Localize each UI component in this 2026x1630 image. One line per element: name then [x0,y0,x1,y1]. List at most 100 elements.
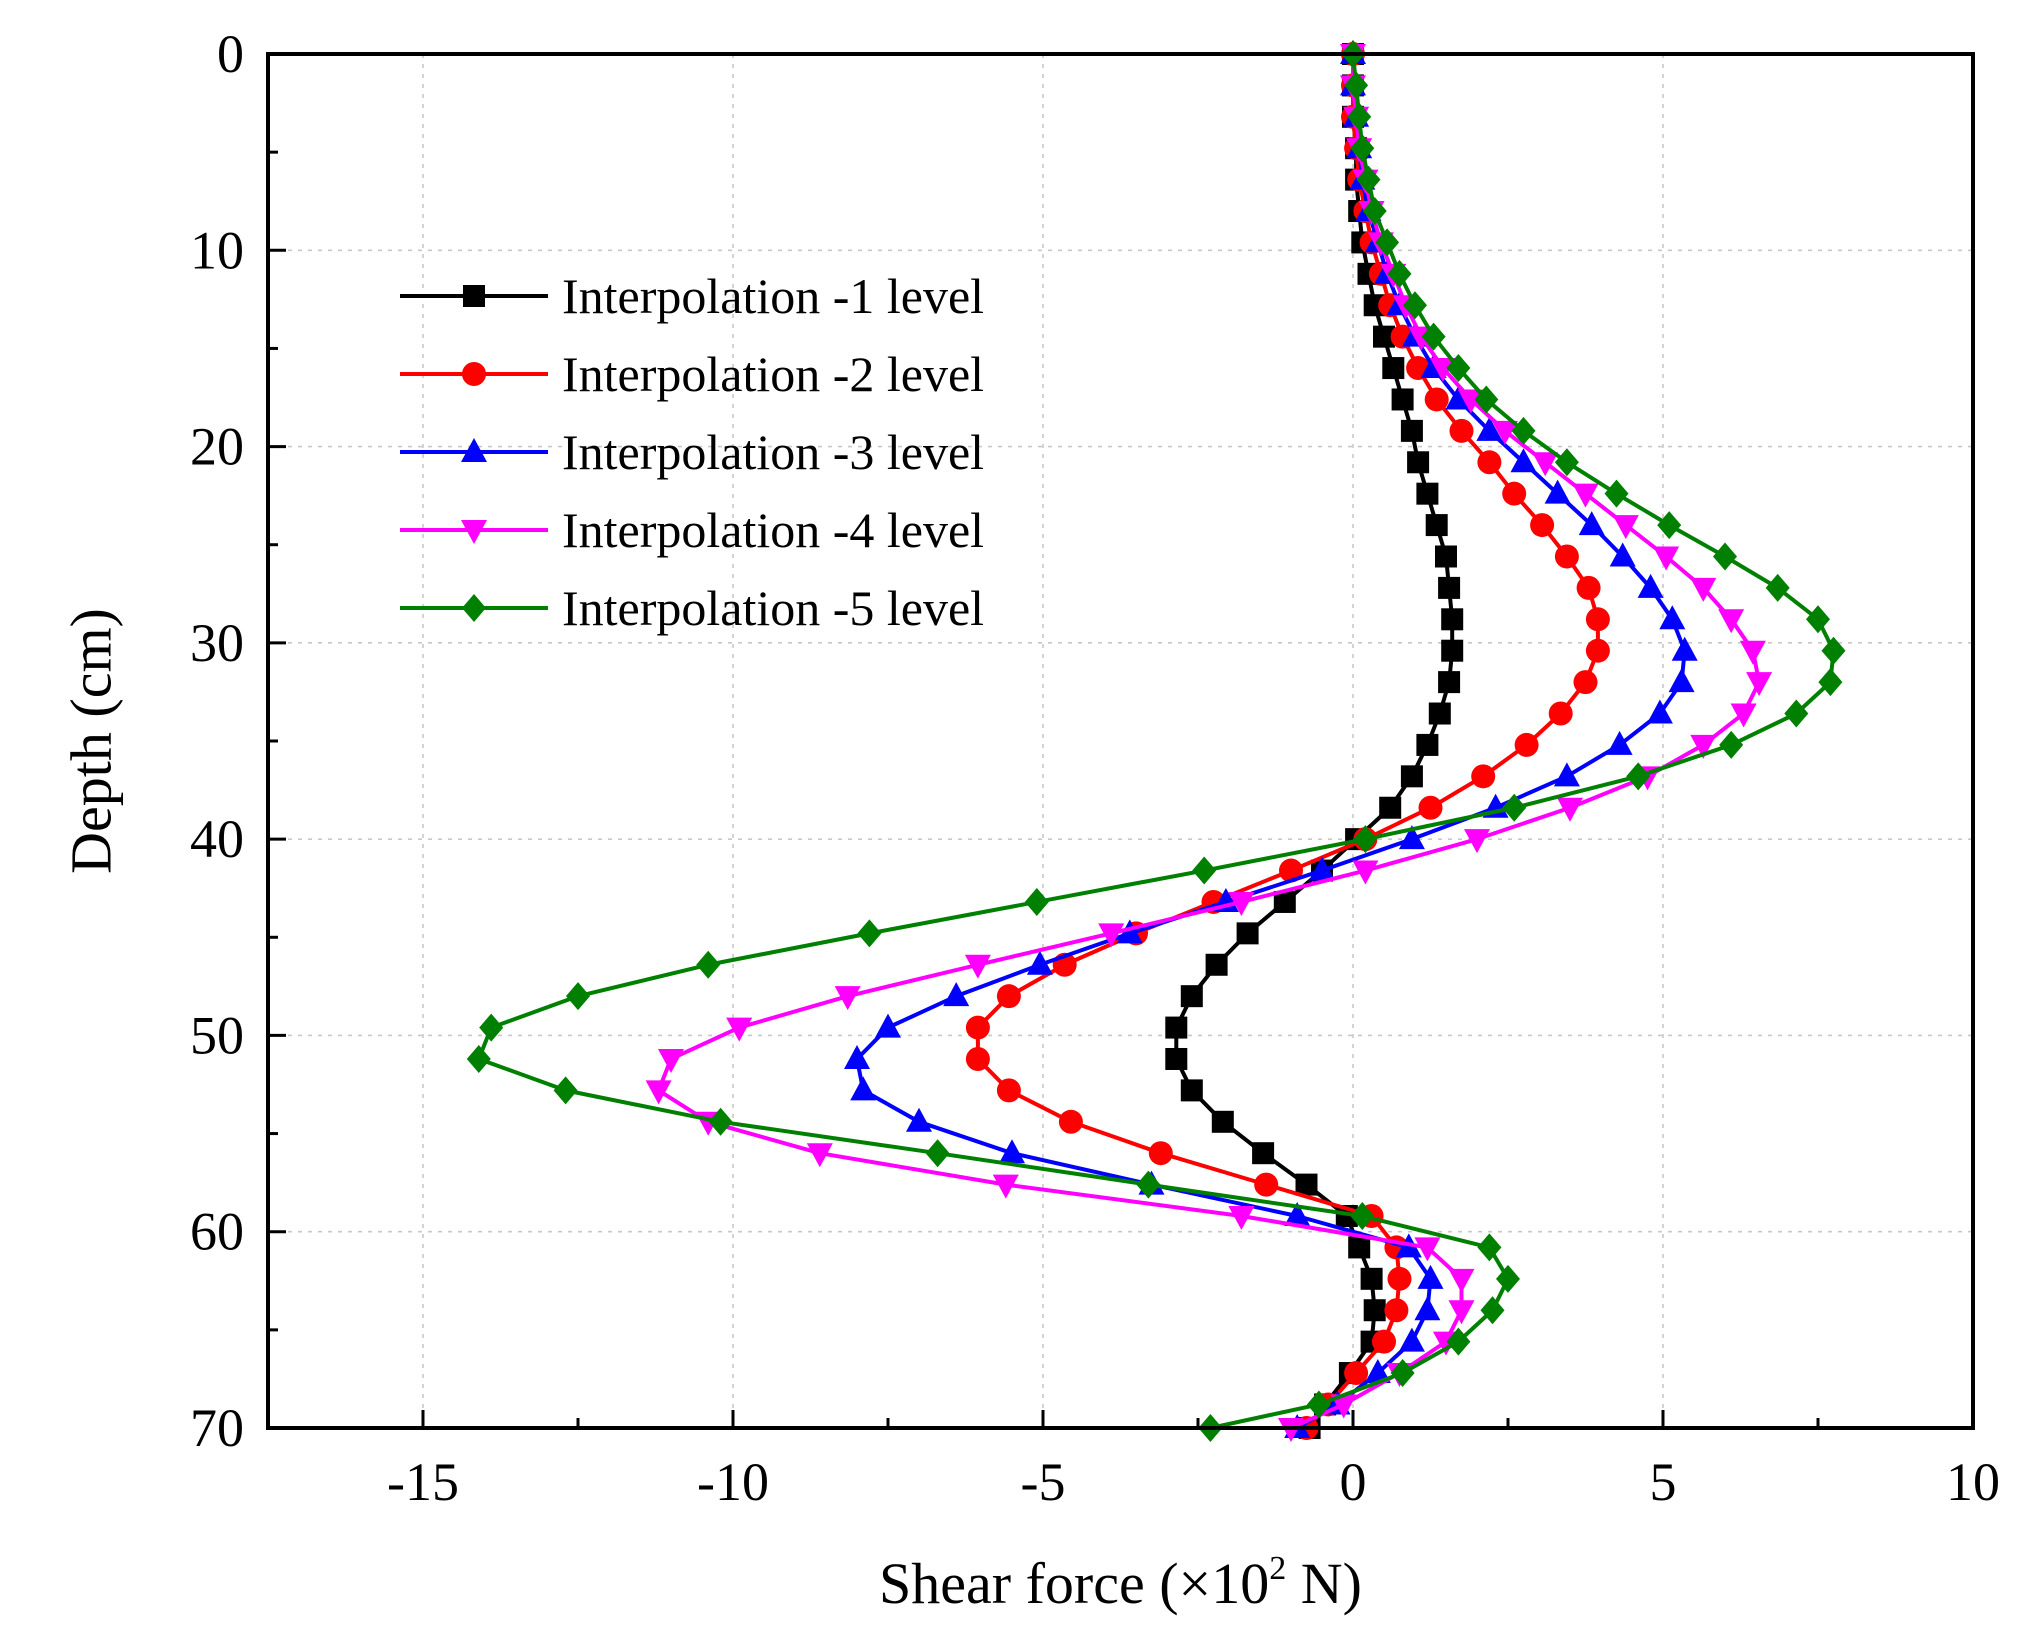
grid-lines [268,54,1973,1428]
data-point [1026,950,1053,975]
legend-item: Interpolation -4 level [400,502,984,558]
data-point [1441,639,1464,662]
data-point [1330,1394,1357,1419]
data-point [1477,1233,1502,1262]
y-tick-label: 10 [190,220,244,280]
data-point [925,1139,950,1168]
data-point [1398,1327,1425,1352]
data-point [1350,134,1375,163]
data-point [1400,765,1423,788]
data-point [1464,829,1490,854]
data-point [1363,1299,1386,1322]
data-point [1532,452,1559,477]
series-line [476,53,1836,1430]
data-point [1578,511,1605,536]
data-point [1387,1266,1412,1291]
data-point [992,1174,1019,1199]
data-point [1502,793,1527,822]
data-point [1457,389,1484,414]
data-point [1668,668,1695,693]
data-point [1407,451,1430,474]
data-point [1058,1109,1083,1134]
data-point [1612,515,1639,540]
data-point [696,950,721,979]
data-point [1477,450,1502,475]
data-point [1572,483,1599,508]
data-point [1713,542,1737,571]
data-point [1236,922,1259,945]
data-point [1414,1296,1441,1321]
y-tick-label: 60 [190,1202,244,1262]
data-point [1228,891,1255,916]
data-point [1416,482,1439,505]
x-tick-label: -5 [1021,1452,1066,1512]
legend-item: Interpolation -3 level [400,424,984,480]
plot-frame [266,52,1975,1430]
data-point [1347,102,1372,131]
series-2 [965,42,1610,1440]
data-point [1425,514,1448,537]
legend-label: Interpolation -5 level [562,580,984,636]
data-point [658,1048,684,1073]
data-point [1585,638,1610,663]
data-point [1344,1361,1369,1386]
y-tick-label: 40 [190,809,244,869]
data-point [1514,732,1539,757]
data-point [1418,795,1443,820]
data-point [726,1017,753,1042]
data-point [645,1080,672,1105]
data-point [1746,672,1773,697]
data-point [1530,513,1555,538]
data-point [1659,605,1686,630]
series-line [656,54,1762,1430]
x-axis-title: Shear force (×102 N) [879,1550,1362,1616]
data-point [996,1078,1021,1103]
y-tick-label: 70 [190,1398,244,1458]
data-point [1284,1202,1311,1227]
data-point [906,1107,932,1132]
data-point [1352,860,1379,885]
data-point [1098,923,1125,948]
data-point [1205,953,1228,976]
legend-item: Interpolation -1 level [400,268,984,324]
data-point [1228,1206,1255,1231]
data-point [1387,259,1412,288]
data-point [1646,699,1673,724]
data-point [1295,1173,1318,1196]
data-point [857,919,882,948]
axes [266,52,1975,1430]
data-point [1446,1327,1471,1356]
data-point [875,1013,901,1038]
legend-marker [461,438,487,462]
data-point [1309,856,1335,881]
series-3 [844,40,1698,1438]
data-point [1362,197,1387,226]
data-point [1116,919,1143,944]
data-point [1428,702,1451,725]
y-tick-label: 0 [217,24,244,84]
legend-item: Interpolation -2 level [400,346,984,402]
data-point [1806,605,1830,634]
data-point [996,984,1021,1009]
data-point [1438,671,1461,694]
legend-marker [462,594,486,622]
data-point [1344,71,1369,100]
data-point [844,1044,870,1069]
data-point [1445,385,1472,410]
data-point [1446,354,1471,383]
data-point [1626,762,1651,791]
data-point [1136,1170,1161,1199]
data-point [1390,1359,1415,1388]
data-point [965,1046,990,1071]
data-point [1398,825,1425,850]
data-point [1784,699,1809,728]
data-point [1306,1390,1331,1419]
data-point [1279,858,1303,883]
data-point [1024,887,1049,916]
data-point [1448,1300,1475,1325]
data-point [1480,1296,1505,1325]
legend-label: Interpolation -3 level [562,424,984,480]
data-point [1379,796,1402,819]
data-point [479,1013,504,1042]
